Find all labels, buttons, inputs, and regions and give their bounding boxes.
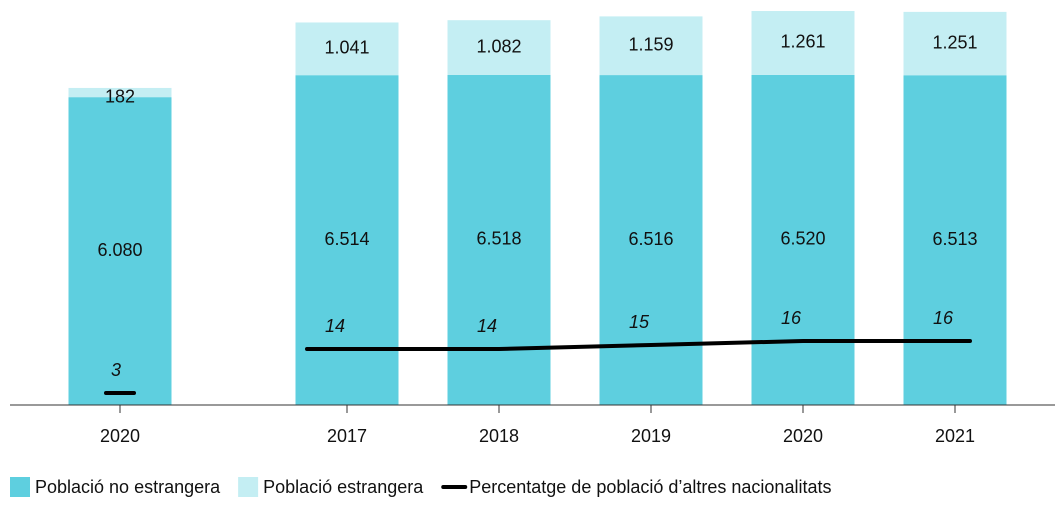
legend-swatch xyxy=(238,477,259,497)
legend-label: Població no estrangera xyxy=(35,477,221,497)
x-tick-label: 2020 xyxy=(100,426,140,446)
legend-swatch xyxy=(10,477,30,497)
bar-segment xyxy=(751,74,855,406)
bar-segment xyxy=(599,75,703,405)
line-label: 16 xyxy=(933,308,954,328)
legend-label: Percentatge de població d’altres naciona… xyxy=(469,477,831,497)
bar-label: 6.516 xyxy=(628,229,673,249)
bar-label: 1.261 xyxy=(780,32,825,52)
bar-segment xyxy=(903,11,1007,76)
bar-label: 1.251 xyxy=(932,32,977,52)
line-label: 16 xyxy=(781,308,802,328)
bar-segment xyxy=(599,16,703,76)
bar-segment xyxy=(68,97,172,405)
bar-segment xyxy=(751,11,855,75)
bar-segment xyxy=(903,75,1007,406)
bar-segment xyxy=(68,87,172,98)
x-tick-label: 2019 xyxy=(631,426,671,446)
bar-label: 6.514 xyxy=(324,229,369,249)
bar-label: 182 xyxy=(105,87,135,107)
x-tick-label: 2017 xyxy=(327,426,367,446)
bar-segment xyxy=(447,20,551,75)
line-label: 14 xyxy=(325,316,345,336)
x-tick-label: 2021 xyxy=(935,426,975,446)
bar-label: 6.080 xyxy=(97,240,142,260)
line-label: 14 xyxy=(477,316,497,336)
line-label: 15 xyxy=(629,312,650,332)
bar-label: 1.082 xyxy=(476,36,521,56)
bar-label: 6.520 xyxy=(780,229,825,249)
x-tick-label: 2018 xyxy=(479,426,519,446)
bar-segment xyxy=(295,22,399,76)
bar-label: 1.159 xyxy=(628,34,673,54)
line-series xyxy=(305,339,972,351)
line-label: 3 xyxy=(111,360,121,380)
bar-label: 6.518 xyxy=(476,229,521,249)
bar-label: 1.041 xyxy=(324,38,369,58)
bar-label: 6.513 xyxy=(932,229,977,249)
x-tick-label: 2020 xyxy=(783,426,823,446)
legend-label: Població estrangera xyxy=(263,477,424,497)
